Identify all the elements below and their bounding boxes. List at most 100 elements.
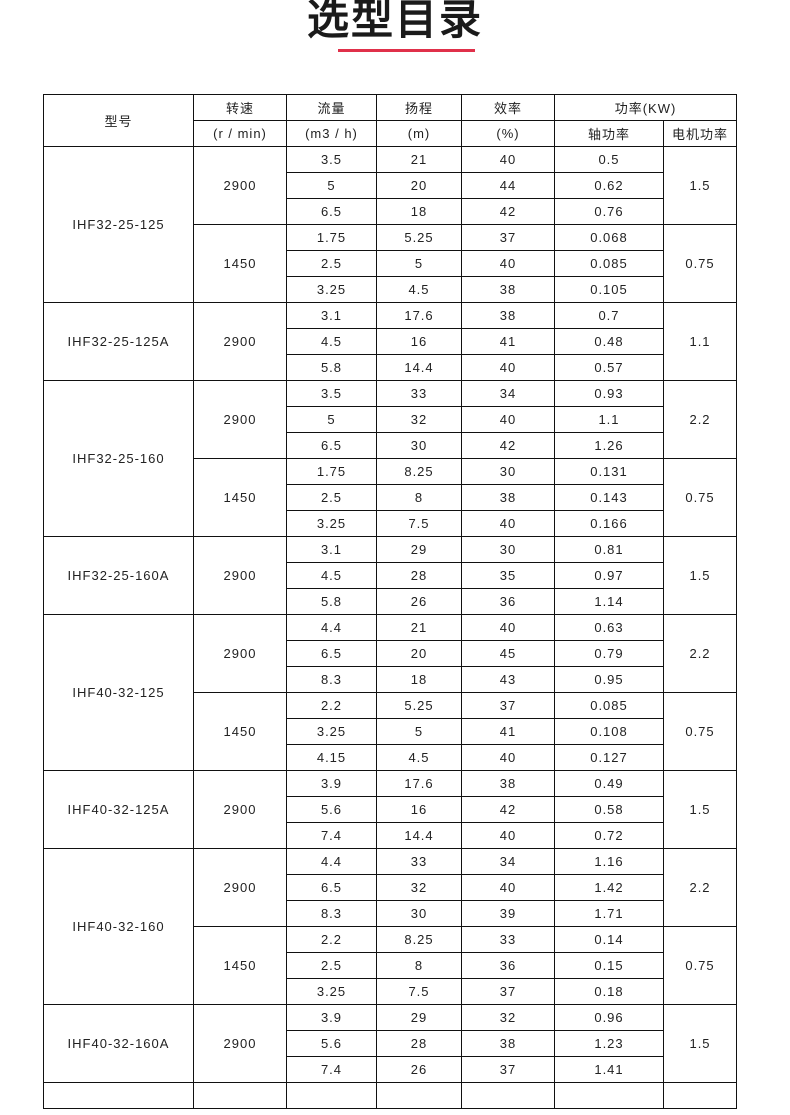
shaft-power-cell: 1.14 xyxy=(554,588,664,615)
flow-cell: 7.4 xyxy=(286,822,377,849)
head-cell: 8.25 xyxy=(376,458,462,485)
flow-cell: 3.25 xyxy=(286,276,377,303)
head-cell: 30 xyxy=(376,900,462,927)
shaft-power-cell: 0.143 xyxy=(554,484,664,511)
model-cell: IHF40-32-160A xyxy=(43,1004,194,1083)
table-row: 8.3 18 43 0.95 xyxy=(44,666,737,693)
shaft-power-cell: 0.068 xyxy=(554,224,664,251)
efficiency-cell: 40 xyxy=(461,744,555,771)
speed-cell: 2900 xyxy=(193,1004,287,1083)
efficiency-cell: 44 xyxy=(461,172,555,199)
model-cell: IHF32-25-125A xyxy=(43,302,194,381)
model-cell: IHF32-25-160A xyxy=(43,536,194,615)
head-cell: 5.25 xyxy=(376,692,462,719)
shaft-power-cell: 0.97 xyxy=(554,562,664,589)
shaft-power-cell: 1.41 xyxy=(554,1056,664,1083)
table-row: 7.4 26 37 1.41 xyxy=(44,1056,737,1083)
flow-cell: 3.25 xyxy=(286,718,377,745)
flow-cell: 3.25 xyxy=(286,510,377,537)
efficiency-cell: 37 xyxy=(461,978,555,1005)
table-row: 3.25 5 41 0.108 xyxy=(44,718,737,745)
flow-cell: 5.8 xyxy=(286,588,377,615)
header-flow: 流量 xyxy=(286,94,377,121)
flow-cell: 8.3 xyxy=(286,900,377,927)
flow-cell: 5.8 xyxy=(286,354,377,381)
head-cell: 17.6 xyxy=(376,302,462,329)
table-row: 6.5 32 40 1.42 xyxy=(44,874,737,901)
head-cell: 26 xyxy=(376,588,462,615)
flow-cell: 4.5 xyxy=(286,328,377,355)
header-row: 型号 转速 流量 扬程 效率 功率(KW) xyxy=(43,94,738,147)
table-row: IHF40-32-125 2900 4.4 21 40 0.63 2.2 xyxy=(43,614,738,771)
table-row: 5.6 16 42 0.58 xyxy=(44,796,737,823)
header-eff: 效率 xyxy=(461,94,555,121)
efficiency-cell: 30 xyxy=(461,458,555,485)
table-row: 6.5 20 45 0.79 xyxy=(44,640,737,667)
shaft-power-cell: 0.62 xyxy=(554,172,664,199)
shaft-power-cell: 1.26 xyxy=(554,432,664,459)
shaft-power-cell: 0.96 xyxy=(554,1004,664,1031)
head-cell: 20 xyxy=(376,172,462,199)
table-row: IHF40-32-125A 2900 3.9 17.6 38 0.49 1.5 xyxy=(43,770,738,849)
flow-cell: 1.75 xyxy=(286,458,377,485)
head-cell: 21 xyxy=(376,146,462,173)
efficiency-cell: 42 xyxy=(461,796,555,823)
table-row: 5.6 28 38 1.23 xyxy=(44,1030,737,1057)
table-row: 6.5 30 42 1.26 xyxy=(44,432,737,459)
motor-power-cell: 1.5 xyxy=(662,1004,738,1083)
speed-cell: 1450 xyxy=(193,692,287,771)
header-row: (m3 / h) 轴功率 电机功率 xyxy=(44,120,738,147)
shaft-power-cell: 1.71 xyxy=(554,900,664,927)
efficiency-cell: 40 xyxy=(461,250,555,277)
head-cell: 20 xyxy=(376,640,462,667)
flow-cell: 3.9 xyxy=(286,770,377,797)
shaft-power-cell: 1.23 xyxy=(554,1030,664,1057)
efficiency-cell: 40 xyxy=(461,406,555,433)
shaft-power-cell: 0.108 xyxy=(554,718,664,745)
head-cell: 33 xyxy=(376,848,462,875)
table-row: 5 20 44 0.62 xyxy=(44,172,737,199)
flow-cell: 2.5 xyxy=(286,952,377,979)
shaft-power-cell: 0.63 xyxy=(554,614,664,641)
shaft-power-cell: 0.085 xyxy=(554,250,664,277)
flow-cell: 5 xyxy=(286,406,377,433)
flow-cell: 6.5 xyxy=(286,640,377,667)
shaft-power-cell: 0.58 xyxy=(554,796,664,823)
efficiency-cell: 32 xyxy=(461,1004,555,1031)
motor-power-cell: 2.2 xyxy=(662,614,738,693)
head-cell: 33 xyxy=(376,380,462,407)
model-cell: IHF32-25-160 xyxy=(43,380,194,537)
efficiency-cell: 39 xyxy=(461,900,555,927)
flow-cell: 7.4 xyxy=(286,1056,377,1083)
motor-power-cell: 0.75 xyxy=(662,458,738,537)
shaft-power-cell: 1.16 xyxy=(554,848,664,875)
speed-cell: 1450 xyxy=(193,926,287,1005)
head-cell: 7.5 xyxy=(376,978,462,1005)
efficiency-cell: 40 xyxy=(461,822,555,849)
efficiency-cell: 40 xyxy=(461,146,555,173)
motor-power-cell: 2.2 xyxy=(662,380,738,459)
empty-cell xyxy=(461,1082,555,1109)
efficiency-cell: 42 xyxy=(461,432,555,459)
table-row: IHF32-25-125 2900 3.5 21 40 0.5 1.5 xyxy=(43,146,738,303)
flow-cell: 3.1 xyxy=(286,536,377,563)
model-cell: IHF40-32-125 xyxy=(43,614,194,771)
efficiency-cell: 38 xyxy=(461,302,555,329)
motor-power-cell: 0.75 xyxy=(662,926,738,1005)
efficiency-cell: 41 xyxy=(461,328,555,355)
shaft-power-cell: 0.18 xyxy=(554,978,664,1005)
flow-cell: 1.75 xyxy=(286,224,377,251)
header-power: 功率(KW) xyxy=(553,94,738,121)
head-cell: 21 xyxy=(376,614,462,641)
model-cell: IHF32-25-125 xyxy=(43,146,194,303)
empty-cell xyxy=(193,1082,287,1109)
flow-cell: 3.1 xyxy=(286,302,377,329)
flow-cell: 2.2 xyxy=(286,926,377,953)
flow-cell: 5.6 xyxy=(286,1030,377,1057)
header-speed-unit: (r / min) xyxy=(193,120,287,147)
efficiency-cell: 37 xyxy=(461,1056,555,1083)
speed-cell: 2900 xyxy=(193,146,287,225)
efficiency-cell: 36 xyxy=(461,952,555,979)
head-cell: 8.25 xyxy=(376,926,462,953)
motor-power-cell: 1.5 xyxy=(662,536,738,615)
